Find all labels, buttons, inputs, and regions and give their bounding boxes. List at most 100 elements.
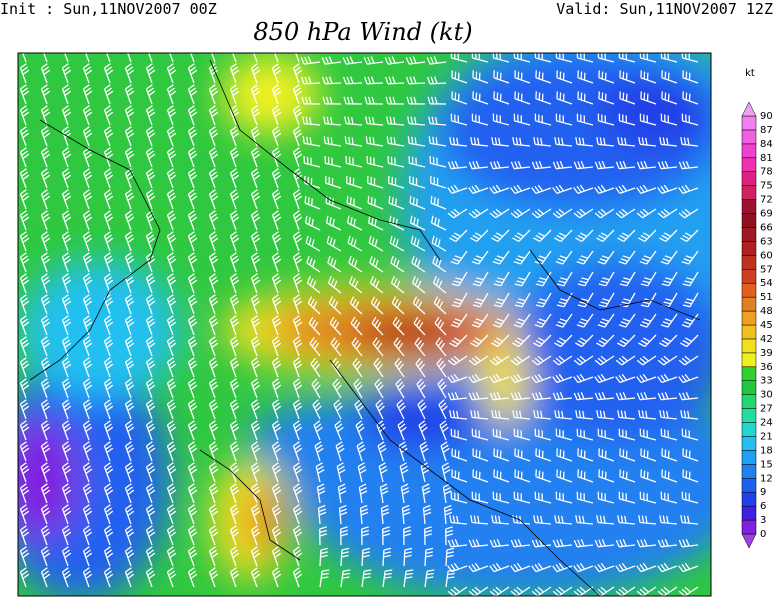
colorbar-label: 51 <box>760 292 773 303</box>
wind-barb <box>103 441 114 462</box>
wind-barb <box>510 355 531 366</box>
wind-barb <box>619 271 636 287</box>
wind-barb <box>19 336 30 357</box>
wind-barb <box>208 126 219 147</box>
wind-barb <box>615 539 636 548</box>
wind-barb <box>124 210 135 231</box>
wind-barb <box>310 357 321 378</box>
wind-barb <box>208 294 219 315</box>
wind-barb <box>367 195 384 210</box>
wind-barb <box>598 271 615 287</box>
wind-barb <box>229 147 240 168</box>
wind-barb <box>512 410 531 420</box>
wind-barb <box>166 462 177 483</box>
wind-barb <box>514 70 531 84</box>
wind-barb <box>82 231 93 252</box>
wind-barb <box>450 113 468 126</box>
wind-barb <box>657 392 678 401</box>
wind-barb <box>424 526 432 546</box>
wind-barb <box>513 113 531 126</box>
colorbar-label: 81 <box>760 153 773 164</box>
wind-barb <box>292 105 303 126</box>
colorbar-box <box>741 436 757 451</box>
wind-barb <box>555 53 573 63</box>
wind-barb <box>229 336 240 357</box>
wind-barb <box>40 210 51 231</box>
wind-barb <box>450 428 468 441</box>
init-time: Init : Sun,11NOV2007 00Z <box>0 0 217 18</box>
wind-barb <box>638 229 657 242</box>
wind-barb <box>680 334 699 348</box>
wind-barb <box>292 420 303 441</box>
wind-barb <box>124 483 135 504</box>
wind-barb <box>491 410 510 420</box>
wind-barb <box>426 76 447 85</box>
wind-barb <box>681 428 699 441</box>
wind-barb <box>403 547 413 567</box>
wind-barb <box>552 586 573 596</box>
wind-barb <box>361 569 372 588</box>
wind-barb <box>271 567 282 588</box>
colorbar-box <box>741 129 757 145</box>
wind-barb <box>82 189 93 210</box>
colorbar-label: 33 <box>760 376 773 387</box>
wind-barb <box>40 546 51 567</box>
wind-barb <box>451 91 468 105</box>
wind-barb <box>308 316 321 336</box>
wind-barb <box>512 334 531 348</box>
wind-barb <box>306 255 321 273</box>
wind-barb <box>61 84 72 105</box>
wind-barb <box>82 399 93 420</box>
wind-barb <box>382 526 390 546</box>
wind-barb <box>145 567 156 588</box>
wind-barb <box>470 136 489 147</box>
wind-barb <box>145 63 156 84</box>
wind-barb <box>145 231 156 252</box>
wind-barb <box>208 399 219 420</box>
wind-barb <box>19 84 30 105</box>
wind-barb <box>576 250 594 265</box>
colorbar-label: 87 <box>760 125 773 136</box>
wind-barb <box>325 175 342 189</box>
wind-barb <box>211 53 216 63</box>
colorbar-label: 0 <box>760 529 766 540</box>
wind-barb <box>229 294 240 315</box>
wind-barb <box>617 334 636 348</box>
wind-barb <box>657 208 678 219</box>
wind-barb <box>338 504 348 525</box>
wind-barb <box>639 313 657 328</box>
wind-barb <box>492 313 510 328</box>
wind-barb <box>361 547 371 567</box>
wind-barb <box>640 70 657 84</box>
wind-barb <box>639 113 657 126</box>
wind-barb <box>166 483 177 504</box>
wind-barb <box>678 562 699 573</box>
wind-barb <box>596 136 615 147</box>
wind-barb <box>292 504 303 525</box>
wind-barb <box>229 231 240 252</box>
wind-barb <box>250 399 261 420</box>
wind-barb <box>103 315 114 336</box>
colorbar-label: 36 <box>760 362 773 373</box>
wind-barb <box>429 155 447 168</box>
wind-barb <box>40 84 51 105</box>
wind-barb <box>409 195 426 210</box>
wind-barb <box>292 168 303 189</box>
wind-barb <box>332 378 342 399</box>
wind-barb <box>400 483 410 504</box>
wind-barb <box>617 136 636 147</box>
wind-barb <box>229 210 240 231</box>
wind-barb <box>103 546 114 567</box>
wind-barb <box>124 441 135 462</box>
wind-barb <box>447 392 468 401</box>
wind-barb <box>449 515 468 525</box>
wind-barb <box>432 255 447 273</box>
wind-barb <box>534 250 552 265</box>
wind-barb <box>271 252 282 273</box>
wind-barb <box>187 63 198 84</box>
wind-barb <box>638 410 657 420</box>
wind-barb <box>409 215 426 231</box>
wind-barb <box>617 515 636 525</box>
wind-barb <box>682 70 699 84</box>
wind-barb <box>385 96 405 105</box>
